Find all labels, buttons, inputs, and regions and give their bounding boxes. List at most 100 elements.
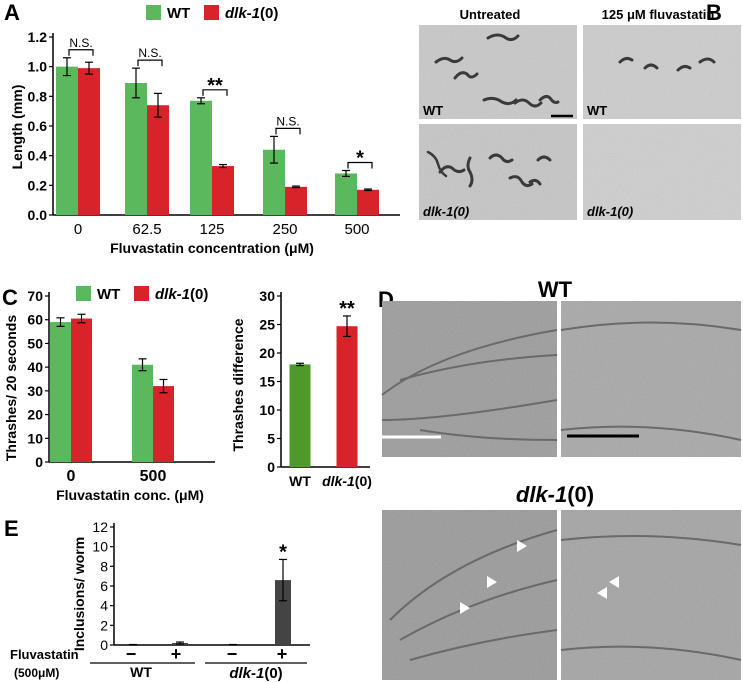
panel-e-ytick-label: 2 <box>100 617 108 633</box>
panel-a-bar <box>147 105 169 215</box>
arrowheads <box>460 540 619 614</box>
panel-a-sig-bracket <box>347 161 373 169</box>
panel-c2-sig-label: ** <box>339 298 355 320</box>
panel-a-sig-bracket <box>275 127 301 135</box>
legend-c: WT dlk-1(0) <box>76 286 208 303</box>
legend-c-wt-swatch <box>76 286 91 301</box>
panel-a-bar <box>212 166 234 215</box>
photo-b-label-wt-2: WT <box>587 103 607 118</box>
panel-a-bar <box>335 173 357 215</box>
panel-a-sig-label: N.S. <box>276 114 299 128</box>
panel-a-xtick-label: 500 <box>344 221 369 238</box>
panel-c-ylabel: Thrashes/ 20 seconds <box>3 315 19 462</box>
panel-e-bar <box>275 580 291 645</box>
panel-a-sig-bracket <box>68 49 94 56</box>
legend-c-wt-label: WT <box>97 286 120 303</box>
legend-a-wt-label: WT <box>167 5 190 22</box>
panel-e-group-mut: dlk-1(0) <box>229 665 282 682</box>
panel-a-sig-label: N.S. <box>138 46 161 60</box>
panel-a-bar <box>56 66 78 216</box>
panel-a-bar <box>285 186 307 215</box>
panel-e-ytick-label: 6 <box>100 578 108 594</box>
arrowhead-icon <box>609 576 619 588</box>
arrowhead-icon <box>517 540 527 552</box>
arrowhead-icon <box>487 576 497 588</box>
panel-a-sig-label: * <box>356 148 364 170</box>
panel-a-ylabel: Length (mm) <box>9 85 25 170</box>
panel-c2-bar <box>336 326 358 467</box>
panel-c1-ytick-label: 20 <box>27 407 43 423</box>
panel-c2-xtick-label: dlk-1(0) <box>322 473 372 489</box>
panel-a-ytick-label: 1.0 <box>28 59 48 75</box>
panel-c1-bar <box>153 386 174 462</box>
panel-c2-ytick-label: 20 <box>259 345 275 361</box>
panel-label-e: E <box>4 516 19 541</box>
worm-tissue-mut <box>389 529 742 661</box>
panel-a-xtick-label: 250 <box>272 221 297 238</box>
panel-c2-ytick-label: 5 <box>267 431 275 447</box>
panel-a-sig-bracket <box>137 59 163 67</box>
panel-c1-ytick-label: 40 <box>27 359 43 375</box>
panel-e-mut-plus: + <box>277 644 288 664</box>
panel-c1-ytick-label: 30 <box>27 383 43 399</box>
panel-label-b: B <box>706 0 722 25</box>
panel-a-chart: WT dlk-1(0) 0.0 0.2 0.4 0.6 0.8 1.0 1.2 0 N.S. 62… <box>9 5 400 256</box>
panel-a-xlabel: Fluvastatin concentration (μM) <box>110 240 314 256</box>
panel-c1-xtick-label: 0 <box>67 468 76 485</box>
panel-d-images: WT dlk-1(0) <box>380 277 742 680</box>
panel-b-col-untreated: Untreated <box>460 7 521 22</box>
legend-a: WT dlk-1(0) <box>146 5 278 22</box>
panel-d-mut-title: dlk-1(0) <box>516 482 594 507</box>
panel-c2-ytick-label: 15 <box>259 374 275 390</box>
panel-e-sig-label: * <box>279 541 287 563</box>
panel-a-ytick-label: 0.8 <box>28 88 48 104</box>
panel-e-mut-minus: − <box>227 644 238 664</box>
panel-c1-ytick-label: 0 <box>35 454 43 470</box>
panel-a-ytick-label: 0.4 <box>28 148 48 164</box>
photo-b-label-mut-2: dlk-1(0) <box>587 204 633 219</box>
worm-shapes <box>426 33 716 188</box>
panel-a-ytick-label: 0.6 <box>28 118 48 134</box>
panel-a-xtick-label: 62.5 <box>132 221 161 238</box>
panel-c1-bar <box>71 318 92 462</box>
legend-a-wt-swatch <box>146 5 161 20</box>
panel-e-wt-minus: − <box>126 644 137 664</box>
panel-a-xtick-label: 125 <box>199 221 224 238</box>
panel-e-ylabel: Inclusions/ worm <box>71 537 87 651</box>
panel-c1-ytick-label: 60 <box>27 312 43 328</box>
panel-a-bar <box>263 149 285 215</box>
panel-e-group-wt: WT <box>130 664 152 680</box>
panel-e-ytick-label: 10 <box>92 539 108 555</box>
worm-tissue-wt <box>381 321 742 441</box>
panel-c-xlabel: Fluvastatin conc. (μM) <box>56 487 204 503</box>
panel-a-bar <box>357 189 379 215</box>
panel-a-sig-label: ** <box>207 75 223 97</box>
panel-c2-ytick-label: 30 <box>259 288 275 304</box>
panel-a-bar <box>190 100 212 215</box>
panel-b-col-fluvastatin: 125 μM fluvastatin <box>602 7 715 22</box>
panel-c-chart: WT dlk-1(0) 0 10 20 30 40 50 60 70 0 500 0 5 10 15 20… <box>3 286 372 503</box>
legend-c-mut-swatch <box>134 286 149 301</box>
panel-a-ytick-label: 1.2 <box>28 29 48 45</box>
panel-e-wt-plus: + <box>171 644 182 664</box>
panel-e-ytick-label: 4 <box>100 598 108 614</box>
panel-b-images: Untreated 125 μM fluvastatin <box>419 7 741 220</box>
arrowhead-icon <box>460 602 470 614</box>
panel-a-xtick-label: 0 <box>74 221 82 238</box>
panel-d-wt-title: WT <box>538 277 573 302</box>
legend-a-mut-swatch <box>204 5 219 20</box>
panel-a-sig-label: N.S. <box>69 36 92 50</box>
panel-c2-ytick-label: 10 <box>259 402 275 418</box>
panel-c2-ytick-label: 0 <box>267 459 275 475</box>
arrowhead-icon <box>597 587 607 599</box>
legend-a-mut-label: dlk-1(0) <box>225 5 278 22</box>
panel-e-treatment-label: Fluvastatin <box>10 647 79 662</box>
panel-a-sig-bracket <box>202 89 228 96</box>
legend-c-mut-label: dlk-1(0) <box>155 286 208 303</box>
panel-label-c: C <box>2 285 18 310</box>
panel-c1-ytick-label: 10 <box>27 430 43 446</box>
panel-a-bar <box>78 68 100 216</box>
panel-c2-ylabel: Thrashes difference <box>230 318 246 451</box>
